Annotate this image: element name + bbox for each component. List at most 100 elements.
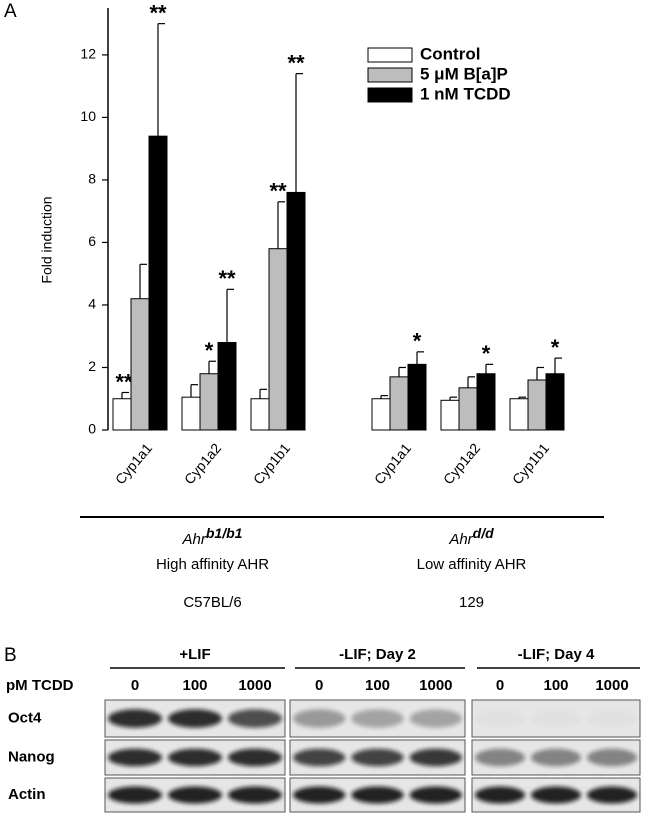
- x-tick-label: Cyp1a1: [112, 440, 155, 487]
- group-genotype: Ahrd/d: [448, 525, 494, 548]
- x-tick-label: Cyp1a2: [440, 440, 483, 487]
- bar: [217, 341, 237, 431]
- y-tick-label: 0: [88, 421, 96, 437]
- blot-band: [587, 748, 637, 767]
- blot-band: [409, 786, 463, 804]
- blot-band: [409, 748, 463, 767]
- bar: [371, 398, 391, 431]
- y-tick-label: 4: [88, 296, 96, 312]
- dose-label: 0: [496, 677, 504, 694]
- bar: [509, 398, 529, 431]
- significance-label: *: [413, 329, 422, 354]
- legend-swatch: [367, 67, 413, 83]
- row-label: Nanog: [8, 748, 55, 765]
- significance-label: **: [269, 179, 287, 204]
- blot-band: [293, 709, 346, 728]
- blot-band: [293, 748, 346, 767]
- x-tick-label: Cyp1b1: [509, 440, 552, 487]
- bar: [112, 398, 132, 431]
- blot-band: [475, 786, 525, 804]
- blot-band: [351, 748, 404, 767]
- x-tick-label: Cyp1b1: [250, 440, 293, 487]
- blot-band: [228, 786, 282, 804]
- panel-label: A: [4, 1, 17, 22]
- blot-band: [228, 709, 282, 728]
- bar: [458, 387, 478, 431]
- y-tick-label: 12: [80, 46, 96, 62]
- bar: [130, 298, 150, 431]
- gene: Ahr: [182, 531, 207, 548]
- row-label: Oct4: [8, 709, 42, 726]
- y-axis-label: Fold induction: [39, 196, 55, 283]
- group-strain: 129: [459, 594, 484, 611]
- bar: [389, 376, 409, 431]
- legend-swatch: [367, 87, 413, 103]
- bar: [440, 399, 460, 431]
- blot-band: [587, 709, 637, 728]
- blot-band: [587, 786, 637, 804]
- group-strain: C57BL/6: [183, 594, 241, 611]
- bar: [181, 396, 201, 431]
- dose-label: 100: [182, 677, 207, 694]
- blot-band: [351, 709, 404, 728]
- significance-label: **: [218, 266, 236, 291]
- y-tick-label: 8: [88, 171, 96, 187]
- blot-band: [351, 786, 404, 804]
- gene: Ahr: [448, 531, 473, 548]
- dose-label: 1000: [419, 677, 452, 694]
- blot-band: [168, 786, 222, 804]
- condition-label: -LIF; Day 2: [339, 646, 416, 663]
- allele: d/d: [473, 525, 494, 541]
- blot-band: [108, 748, 162, 767]
- blot-band: [409, 709, 463, 728]
- significance-label: *: [205, 338, 214, 363]
- dose-label: 100: [543, 677, 568, 694]
- dose-label: 0: [131, 677, 139, 694]
- blot-band: [168, 709, 222, 728]
- legend-label: 1 nM TCDD: [420, 84, 511, 103]
- blot-band: [108, 786, 162, 804]
- condition-label: +LIF: [179, 646, 210, 663]
- allele: b1/b1: [206, 525, 243, 541]
- dose-label: pM TCDD: [6, 677, 74, 694]
- x-tick-label: Cyp1a1: [371, 440, 414, 487]
- x-tick-label: Cyp1a2: [181, 440, 224, 487]
- legend-swatch: [367, 47, 413, 63]
- significance-label: *: [551, 335, 560, 360]
- bar: [476, 373, 496, 431]
- bar: [199, 373, 219, 431]
- group-genotype: Ahrb1/b1: [182, 525, 243, 548]
- blot-band: [531, 748, 581, 767]
- bar: [286, 191, 306, 431]
- bar: [148, 135, 168, 431]
- dose-label: 0: [315, 677, 323, 694]
- group-affinity: High affinity AHR: [156, 556, 269, 573]
- condition-label: -LIF; Day 4: [518, 646, 595, 663]
- bar: [250, 398, 270, 431]
- panel-label: B: [4, 645, 17, 666]
- group-affinity: Low affinity AHR: [417, 556, 527, 573]
- significance-label: **: [287, 50, 305, 75]
- bar: [407, 363, 427, 431]
- bar: [268, 248, 288, 431]
- blot-band: [475, 709, 525, 728]
- significance-label: **: [149, 0, 167, 25]
- row-label: Actin: [8, 786, 46, 803]
- dose-label: 1000: [595, 677, 628, 694]
- blot-band: [228, 748, 282, 767]
- blot-band: [168, 748, 222, 767]
- dose-label: 100: [365, 677, 390, 694]
- y-tick-label: 6: [88, 233, 96, 249]
- significance-label: **: [115, 369, 133, 394]
- legend-label: Control: [420, 44, 480, 63]
- blot-band: [531, 786, 581, 804]
- significance-label: *: [482, 341, 491, 366]
- y-tick-label: 2: [88, 358, 96, 374]
- bar: [527, 379, 547, 431]
- blot-band: [293, 786, 346, 804]
- legend-label: 5 μM B[a]P: [420, 64, 508, 83]
- y-tick-label: 10: [80, 108, 96, 124]
- bar: [545, 373, 565, 431]
- blot-band: [108, 709, 162, 728]
